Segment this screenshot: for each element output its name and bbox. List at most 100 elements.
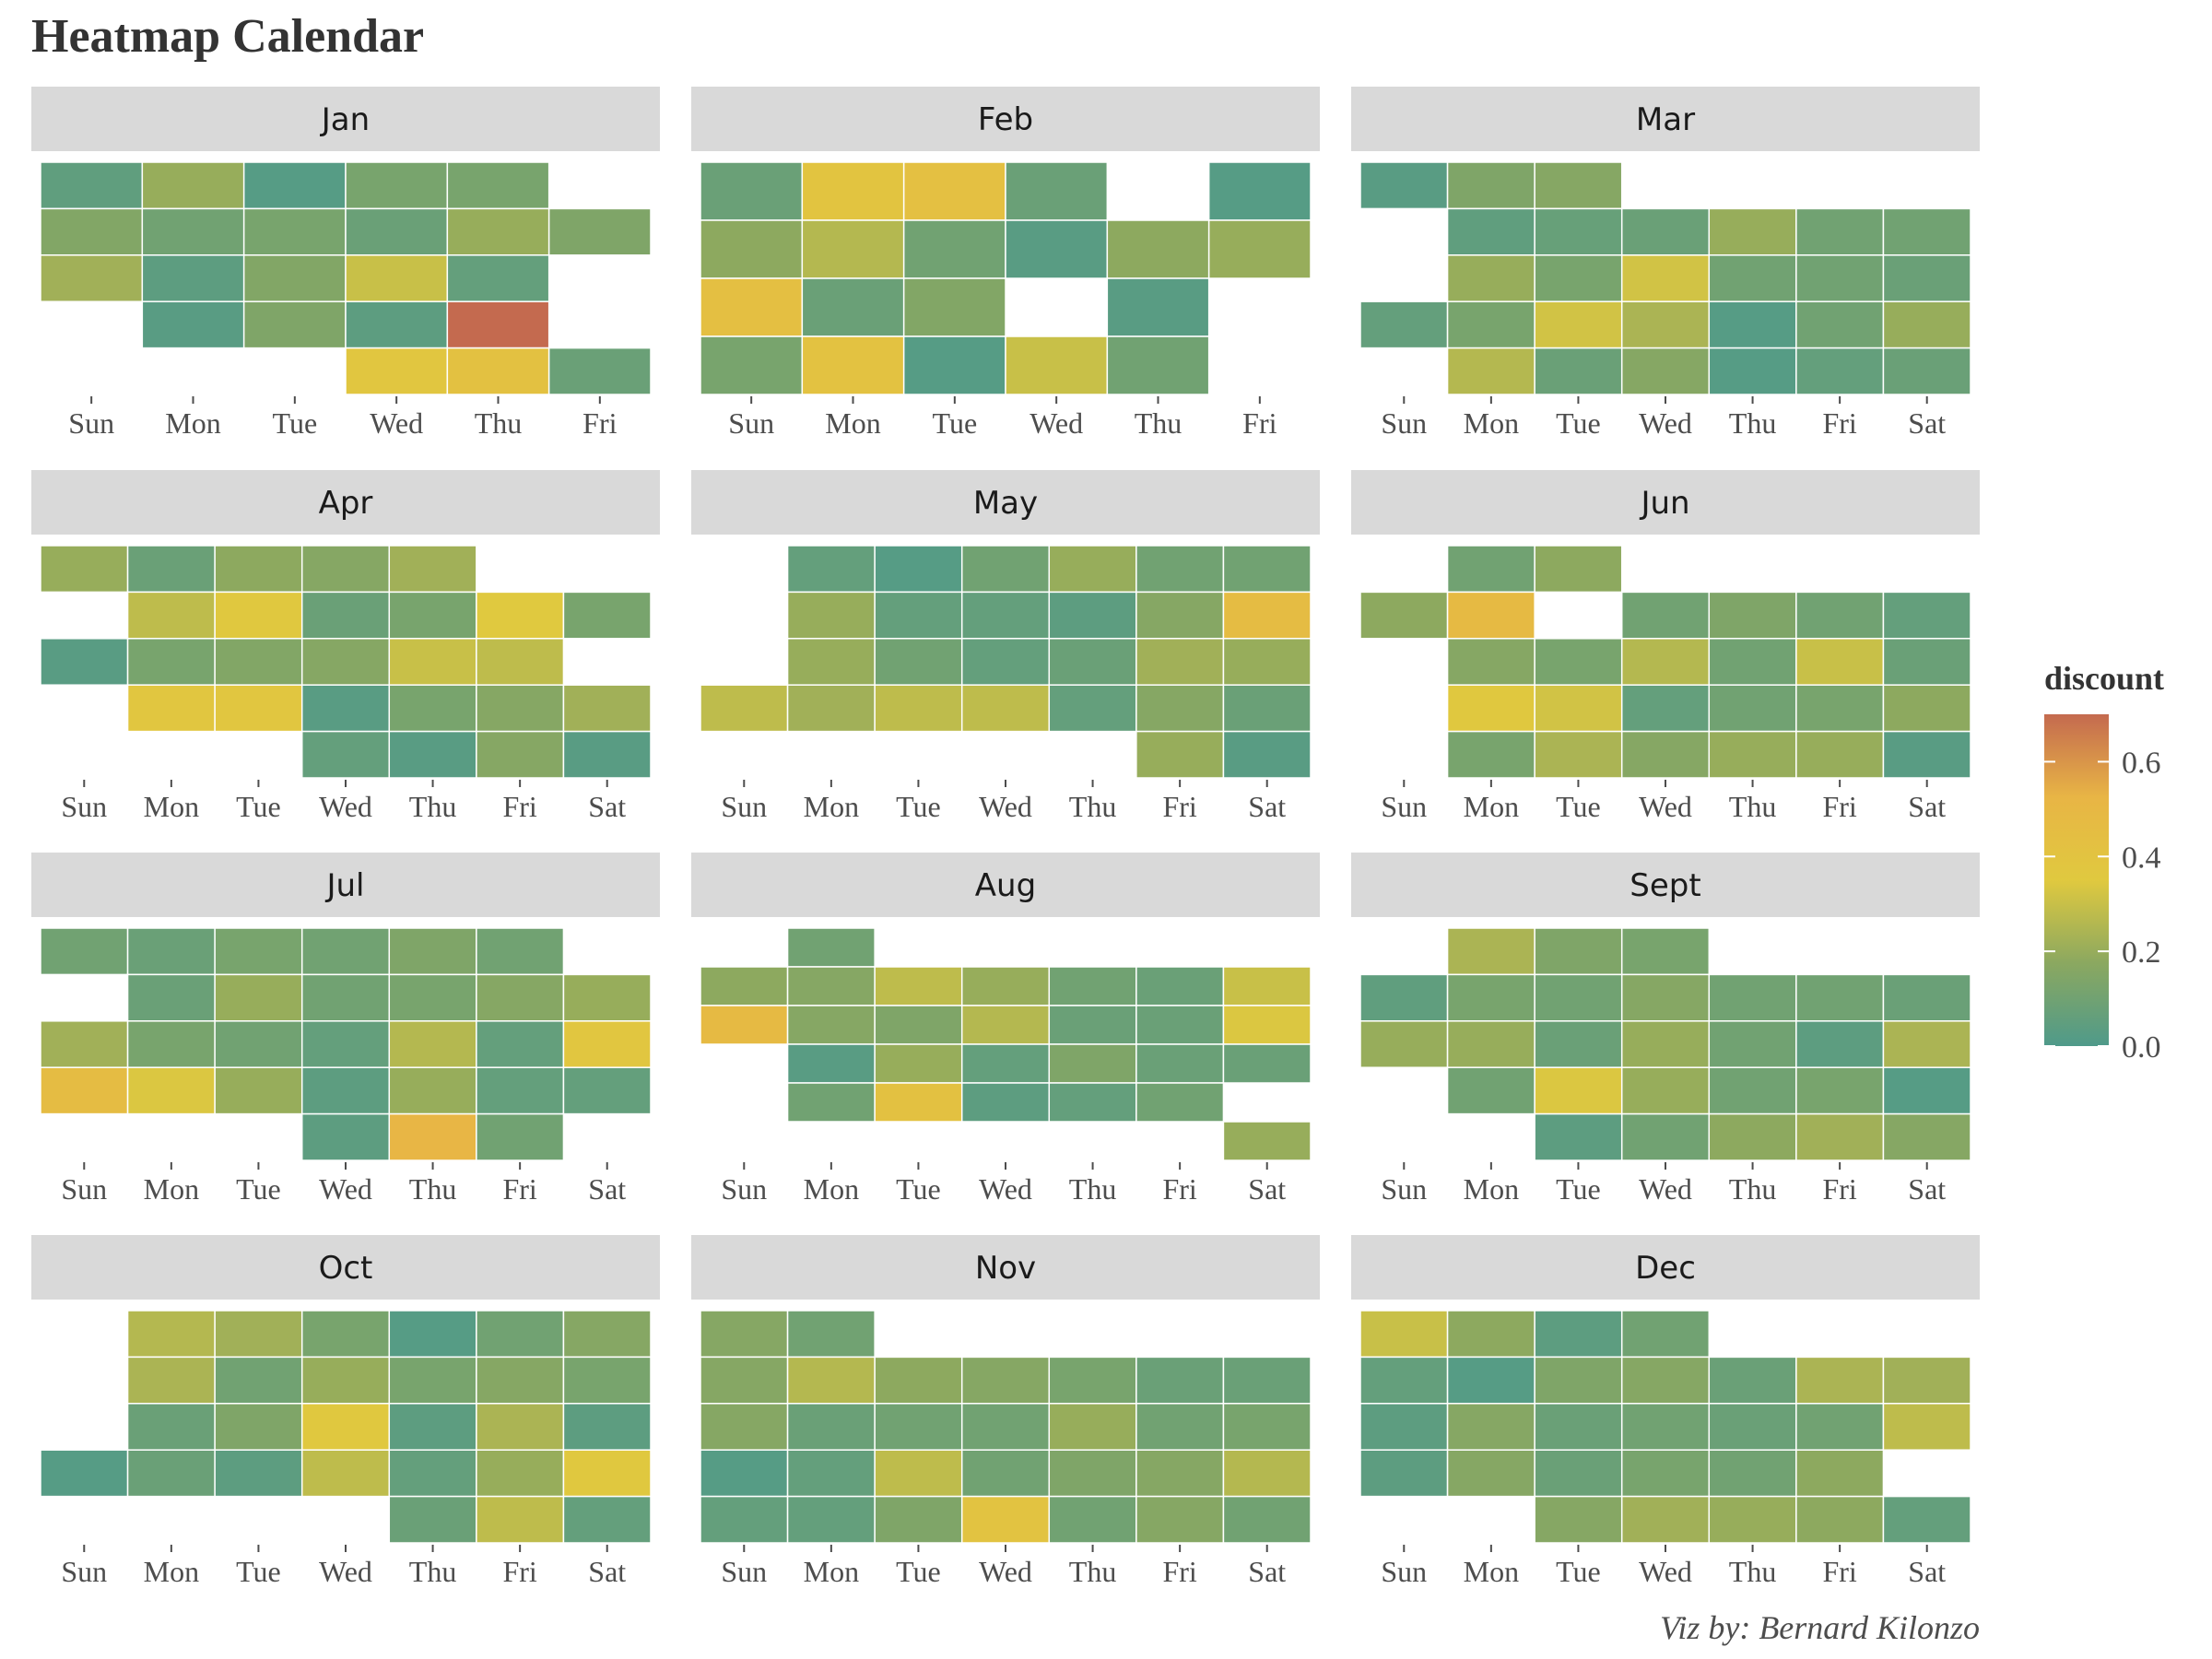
heatmap-cell (902, 277, 1006, 337)
x-tick-label: Sat (1908, 790, 1946, 823)
heatmap-cell (1446, 1356, 1535, 1405)
chart-caption: Viz by: Bernard Kilonzo (1660, 1609, 1980, 1646)
heatmap-cell (214, 1020, 303, 1068)
heatmap-cell (1135, 1356, 1225, 1405)
month-panel-oct: Oct Sun Mon Tue Wed Thu Fri Sat (31, 1235, 660, 1588)
x-tick-label: Mon (165, 406, 220, 440)
heatmap-cell (874, 1449, 963, 1498)
heatmap-cell (786, 1356, 876, 1405)
heatmap-cell (1795, 207, 1885, 256)
heatmap-cell (126, 927, 216, 976)
heatmap-cell (547, 207, 652, 256)
facet-strip-label: Feb (978, 101, 1033, 138)
heatmap-cell (1708, 638, 1797, 686)
heatmap-cell (1359, 591, 1449, 640)
heatmap-cell (1534, 1112, 1623, 1161)
heatmap-cell (1620, 1495, 1711, 1544)
heatmap-cell (141, 207, 245, 256)
heatmap-cell (1708, 300, 1797, 349)
heatmap-cell (1534, 684, 1623, 733)
heatmap-cell (242, 161, 347, 210)
x-tick-label: Wed (1639, 1555, 1692, 1588)
heatmap-cell (1446, 254, 1535, 302)
heatmap-cell (1795, 591, 1885, 640)
facet-strip (31, 87, 660, 151)
facet-strip (31, 1235, 660, 1300)
x-tick-label: Fri (1162, 790, 1196, 823)
x-tick-label: Sat (1248, 790, 1286, 823)
heatmap-cell (1882, 1356, 1971, 1405)
x-tick-label: Mon (144, 1172, 199, 1206)
heatmap-cell (1620, 1356, 1711, 1405)
x-tick-label: Mon (144, 790, 199, 823)
x-tick-label: Wed (319, 790, 372, 823)
heatmap-cell (1222, 1356, 1312, 1405)
month-panel-aug: Aug Sun Mon Tue Wed Thu Fri Sat (691, 853, 1320, 1206)
x-tick-label: Thu (1729, 1555, 1777, 1588)
heatmap-cell (1708, 1403, 1797, 1451)
legend-tick-label: 0.6 (2122, 746, 2161, 780)
heatmap-cell (1620, 347, 1711, 395)
heatmap-cell (562, 591, 652, 640)
heatmap-cell (1135, 1043, 1225, 1084)
heatmap-cell (476, 730, 565, 779)
heatmap-cell (300, 927, 391, 976)
heatmap-cell (214, 1449, 303, 1498)
heatmap-cell (902, 161, 1006, 221)
x-tick-label: Fri (502, 1555, 536, 1588)
legend-tick-label: 0.2 (2122, 935, 2161, 970)
heatmap-cell (1708, 973, 1797, 1022)
x-tick-label: Sun (1381, 406, 1427, 440)
heatmap-cell (1882, 254, 1971, 302)
legend-title: discount (2044, 660, 2164, 697)
heatmap-cell (1135, 730, 1225, 779)
heatmap-cell (786, 927, 876, 968)
heatmap-cell (1534, 638, 1623, 686)
legend-tick-label: 0.0 (2122, 1030, 2161, 1065)
heatmap-cell (1222, 1495, 1312, 1544)
heatmap-cell (476, 591, 565, 640)
heatmap-cell (1795, 1403, 1885, 1451)
heatmap-cell (1795, 254, 1885, 302)
heatmap-cell (874, 1495, 963, 1544)
x-tick-label: Tue (1556, 1555, 1601, 1588)
heatmap-cell (476, 973, 565, 1022)
heatmap-cell (1620, 254, 1711, 302)
x-tick-label: Sat (588, 1172, 626, 1206)
x-tick-label: Wed (1030, 406, 1083, 440)
heatmap-cell (700, 1403, 789, 1451)
heatmap-cell (300, 545, 391, 594)
heatmap-cell (1620, 1449, 1711, 1498)
heatmap-cell (1795, 730, 1885, 779)
heatmap-cell (1048, 638, 1137, 686)
heatmap-cell (1135, 1082, 1225, 1123)
heatmap-cell (874, 1403, 963, 1451)
heatmap-cell (1359, 1310, 1449, 1359)
facet-strip-label: Oct (319, 1250, 373, 1287)
x-tick-label: Sun (728, 406, 774, 440)
heatmap-cell (1207, 161, 1312, 221)
heatmap-cell (126, 638, 216, 686)
heatmap-cell (562, 1495, 652, 1544)
heatmap-cell (874, 638, 963, 686)
facet-strip-label: Jun (1639, 485, 1689, 522)
heatmap-cell (1620, 973, 1711, 1022)
heatmap-cell (1135, 1495, 1225, 1544)
x-tick-label: Tue (236, 1172, 281, 1206)
heatmap-cell (562, 1020, 652, 1068)
x-tick-label: Sun (1381, 790, 1427, 823)
heatmap-cell (126, 1449, 216, 1498)
x-tick-label: Thu (409, 1172, 457, 1206)
heatmap-cell (1620, 207, 1711, 256)
x-tick-label: Thu (475, 406, 523, 440)
heatmap-cell (562, 1310, 652, 1359)
heatmap-cell (126, 1066, 216, 1115)
heatmap-cell (388, 638, 477, 686)
heatmap-cell (1882, 638, 1971, 686)
heatmap-cell (1795, 638, 1885, 686)
heatmap-cell (1359, 1449, 1449, 1498)
heatmap-cell (547, 347, 652, 395)
x-tick-label: Tue (273, 406, 318, 440)
heatmap-cell (1882, 1112, 1971, 1161)
x-tick-label: Sun (721, 790, 767, 823)
